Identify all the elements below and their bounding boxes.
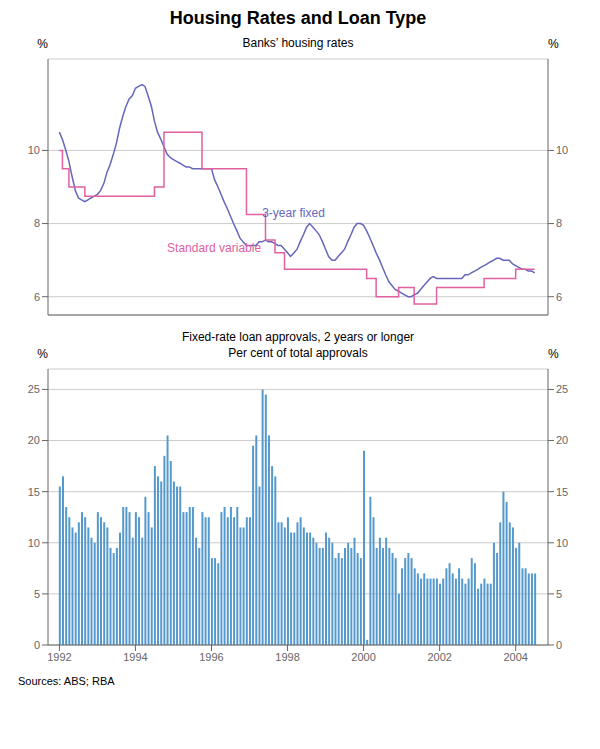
html-text:Fixed-rate loan approvals, 2 y: Fixed-rate loan approvals, 2 years or lo… [181, 330, 415, 344]
svg-text:1994: 1994 [123, 651, 147, 663]
svg-text:6: 6 [34, 291, 40, 303]
svg-text:8: 8 [34, 217, 40, 229]
svg-text:15: 15 [28, 486, 40, 498]
svg-text:1998: 1998 [275, 651, 299, 663]
svg-text:10: 10 [556, 144, 568, 156]
svg-text:10: 10 [28, 537, 40, 549]
html-text:Per cent of total approvals: Per cent of total approvals [228, 346, 368, 360]
svg-text:20: 20 [28, 434, 40, 446]
svg-text:10: 10 [556, 537, 568, 549]
svg-text:1992: 1992 [47, 651, 71, 663]
svg-text:2000: 2000 [351, 651, 375, 663]
svg-text:25: 25 [28, 383, 40, 395]
html-text:Sources: ABS; RBA: Sources: ABS; RBA [18, 675, 115, 687]
svg-text:0: 0 [556, 639, 562, 651]
svg-text:25: 25 [556, 383, 568, 395]
svg-text:5: 5 [34, 588, 40, 600]
html-text:Housing Rates and Loan Type: Housing Rates and Loan Type [169, 8, 427, 28]
svg-text:Standard variable: Standard variable [167, 241, 261, 255]
svg-text:15: 15 [556, 486, 568, 498]
svg-text:2002: 2002 [427, 651, 451, 663]
svg-text:3-year fixed: 3-year fixed [262, 206, 325, 220]
svg-text:1996: 1996 [199, 651, 223, 663]
svg-text:20: 20 [556, 434, 568, 446]
svg-text:5: 5 [556, 588, 562, 600]
svg-text:2004: 2004 [503, 651, 527, 663]
svg-text:0: 0 [34, 639, 40, 651]
svg-text:6: 6 [556, 291, 562, 303]
svg-text:8: 8 [556, 217, 562, 229]
svg-text:10: 10 [28, 144, 40, 156]
html-text:Banks’ housing rates: Banks’ housing rates [242, 36, 354, 50]
